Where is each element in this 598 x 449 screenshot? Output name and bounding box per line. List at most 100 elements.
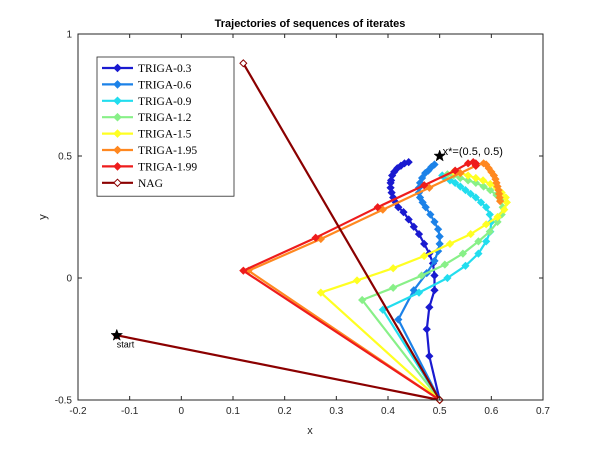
data-point-1-2 [425,351,434,361]
legend-swatch-marker-2 [113,80,122,89]
legend-swatch-marker-8 [113,178,122,188]
legend-label-4: TRIGA-1.2 [138,112,192,124]
data-point-5-17 [471,173,480,183]
data-point-3-2 [378,305,387,314]
data-point-2-22 [430,160,439,169]
data-point-7-4 [373,203,382,212]
axes-frame [77,33,544,401]
y-tick-label-4: 1 [66,30,72,41]
data-point-1-4 [425,303,434,312]
data-point-3-12 [476,198,486,207]
legend-swatch-marker-5 [113,129,122,138]
data-point-5-12 [501,193,510,202]
legend-label-3: TRIGA-0.9 [138,96,192,108]
axes-layer: -0.2 -0.1 0 0.1 0.2 0.3 0.4 0.5 0.6 0.7 -0.5 0 0.5 1 [55,30,551,418]
data-point-7-2 [239,266,248,275]
data-point-2-14 [415,193,425,202]
data-point-6-5 [425,183,434,192]
data-point-4-8 [485,227,494,236]
legend: TRIGA-0.3 TRIGA-0.6 TRIGA-0.9 TRIGA-1.2 TRIG… [96,56,235,197]
legend-swatch-marker-4 [113,112,122,122]
data-point-4-6 [458,249,468,258]
annotation-label-1: x*=(0.5, 0.5) [443,146,503,158]
data-point-5-16 [478,176,488,185]
data-point-6-4 [378,205,387,214]
legend-swatch-marker-7 [113,162,122,171]
data-point-4-3 [389,283,398,292]
data-point-2-5 [430,256,439,266]
data-point-2-18 [417,173,427,183]
y-axis-title: y [37,214,49,220]
x-tick-label-7: 0.4 [381,406,395,417]
data-point-1-12 [404,215,413,224]
data-point-4-14 [486,186,495,195]
data-point-5-5 [420,251,429,261]
annotation-label-2: start [117,339,135,349]
data-point-3-14 [466,189,475,198]
data-point-1-5 [430,286,439,295]
annotation-marker-2 [110,328,124,341]
x-tick-label-9: 0.6 [484,406,498,417]
data-point-2-3 [409,286,418,295]
data-point-3-7 [482,237,491,246]
x-tick-label-1: -0.2 [69,406,87,417]
data-point-5-10 [500,205,509,214]
data-point-4-7 [474,237,483,246]
data-point-5-9 [493,212,502,222]
data-point-3-5 [461,261,470,270]
data-point-2-8 [435,232,444,241]
data-point-3-3 [414,288,424,297]
data-point-6-6 [456,168,465,178]
data-point-3-17 [451,178,460,187]
data-point-3-13 [471,193,480,202]
data-point-5-4 [389,264,398,273]
data-point-7-3 [311,233,320,242]
data-point-3-15 [461,186,470,195]
data-point-5-18 [463,171,473,180]
legend-label-7: TRIGA-1.99 [138,161,197,173]
data-point-2-2 [394,315,403,324]
data-point-4-18 [456,173,465,183]
data-point-8-3 [239,59,248,68]
data-point-1-6 [430,271,439,280]
x-tick-label-5: 0.2 [278,406,292,417]
x-axis-title: x [307,425,313,437]
data-point-4-16 [471,178,480,187]
data-point-6-19 [496,197,505,206]
series-6 [244,159,505,405]
data-point-1-18 [386,183,395,192]
data-point-7-5 [420,181,429,190]
legend-label-1: TRIGA-0.3 [138,63,192,75]
x-tick-label-3: 0 [179,406,185,417]
data-point-1-9 [420,239,429,248]
data-point-5-7 [466,229,475,239]
annotation-marker-1 [433,149,447,162]
x-tick-label-10: 0.7 [536,406,550,417]
data-point-1-11 [409,222,418,231]
data-point-2-9 [434,225,443,234]
data-point-4-2 [358,295,367,305]
x-tick-label-8: 0.5 [433,406,447,417]
data-point-2-11 [426,210,435,219]
data-point-4-5 [440,260,449,269]
data-point-7-6 [451,166,460,175]
data-point-4-9 [493,217,502,226]
data-point-3-6 [474,249,483,258]
data-point-1-13 [399,208,408,217]
data-point-4-4 [417,271,426,280]
legend-label-8: NAG [138,178,163,190]
data-point-7-10 [471,161,480,170]
x-tick-label-2: -0.1 [121,406,139,417]
data-point-3-4 [443,273,452,283]
data-point-3-16 [456,182,465,191]
data-point-5-8 [482,220,491,229]
legend-swatch-marker-3 [113,96,122,106]
data-point-3-10 [485,210,494,219]
data-point-4-15 [479,182,488,191]
data-point-1-10 [414,229,424,239]
y-tick-label-2: 0 [66,274,72,285]
data-point-5-6 [445,239,455,248]
legend-swatch-marker-6 [113,145,122,155]
